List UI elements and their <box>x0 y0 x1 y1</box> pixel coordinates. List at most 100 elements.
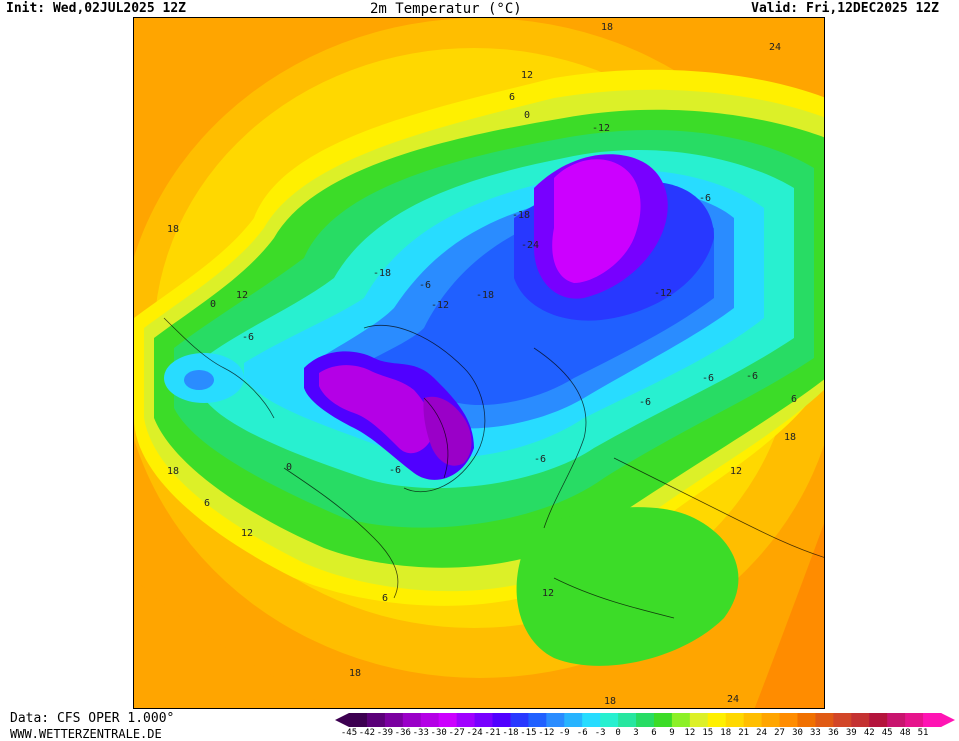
colorbar-right-arrow <box>941 713 955 727</box>
colorbar-swatch <box>474 713 494 727</box>
colorbar-tick-label: 33 <box>810 728 821 738</box>
colorbar-left-arrow <box>335 713 349 727</box>
contour-label: 12 <box>542 588 555 599</box>
contour-label: 12 <box>241 528 254 539</box>
colorbar-swatch <box>564 713 583 727</box>
colorbar-swatch <box>689 713 709 727</box>
colorbar-swatch <box>402 713 422 727</box>
colorbar-tick-label: -24 <box>466 728 483 738</box>
contour-label: 18 <box>349 668 362 679</box>
contour-label: 0 <box>210 299 217 310</box>
colorbar-swatch <box>707 713 727 727</box>
colorbar-tick-label: 12 <box>684 728 696 738</box>
colorbar-swatch <box>456 713 476 727</box>
colorbar-tick-label: -21 <box>484 728 501 738</box>
temperature-map: 18 24 12 6 0 -12 -18 -24 18 12 0 -6 -18 … <box>133 17 825 709</box>
colorbar-tick-label: 15 <box>702 728 714 738</box>
colorbar-tick-label: 39 <box>845 728 857 738</box>
colorbar-swatch <box>743 713 763 727</box>
colorbar-tick-label: 0 <box>615 728 621 738</box>
colorbar-tick-label: -30 <box>430 728 447 738</box>
contour-label: 12 <box>236 290 249 301</box>
colorbar-swatch <box>618 713 637 727</box>
contour-label: 12 <box>521 70 534 81</box>
contour-label: 0 <box>286 462 293 473</box>
colorbar-swatch <box>815 713 834 727</box>
colorbar-swatch <box>349 713 368 727</box>
colorbar-tick-label: -12 <box>538 728 555 738</box>
colorbar-tick-label: 27 <box>774 728 785 738</box>
colorbar-swatch <box>671 713 691 727</box>
colorbar-tick-label: 21 <box>738 728 750 738</box>
contour-label: 18 <box>167 466 180 477</box>
contour-label: -12 <box>592 123 611 134</box>
colorbar-swatch <box>761 713 781 727</box>
colorbar-swatch <box>546 713 565 727</box>
colorbar-tick-label: 51 <box>917 728 929 738</box>
colorbar-tick-label: 42 <box>863 728 875 738</box>
contour-label: 18 <box>784 432 797 443</box>
contour-label: 18 <box>167 224 180 235</box>
colorbar-swatch <box>492 713 511 727</box>
colorbar-tick-label: -42 <box>358 728 376 738</box>
colorbar-swatch <box>384 713 404 727</box>
colorbar-tick-label: -9 <box>558 728 570 738</box>
colorbar-tick-label: 3 <box>633 728 639 738</box>
colorbar-swatch <box>887 713 906 727</box>
contour-label: -6 <box>534 454 547 465</box>
colorbar-swatch <box>869 713 888 727</box>
contour-label: 18 <box>601 22 614 33</box>
contour-label: -6 <box>419 280 432 291</box>
contour-label: 12 <box>730 466 743 477</box>
contour-label: 18 <box>604 696 617 707</box>
contour-label: -12 <box>654 288 673 299</box>
valid-time: Valid: Fri,12DEC2025 12Z <box>751 1 939 16</box>
colorbar-tick-label: -36 <box>394 728 411 738</box>
temperature-field <box>134 18 824 708</box>
colorbar-swatch <box>420 713 440 727</box>
colorbar-swatch <box>725 713 745 727</box>
colorbar-swatch <box>510 713 529 727</box>
colorbar-tick-label: -18 <box>502 728 519 738</box>
contour-label: 6 <box>509 92 516 103</box>
colorbar-swatch <box>779 713 798 727</box>
contour-label: -6 <box>702 373 715 384</box>
contour-label: 6 <box>204 498 211 509</box>
contour-label: -24 <box>521 240 540 251</box>
colorbar-tick-label: 6 <box>651 728 657 738</box>
colorbar-swatch <box>438 713 458 727</box>
colorbar-tick-label: -33 <box>412 728 429 738</box>
contour-label: 0 <box>524 110 531 121</box>
colorbar-swatch <box>851 713 870 727</box>
contour-label: -18 <box>476 290 495 301</box>
contour-label: 6 <box>382 593 389 604</box>
website-label: WWW.WETTERZENTRALE.DE <box>10 727 162 741</box>
colorbar-tick-label: 30 <box>792 728 803 738</box>
contour-label: -6 <box>242 332 255 343</box>
colorbar-swatches <box>335 713 955 727</box>
contour-label: -6 <box>639 397 652 408</box>
colorbar-tick-label: -45 <box>340 728 358 738</box>
init-time: Init: Wed,02JUL2025 12Z <box>6 1 187 16</box>
contour-label: 6 <box>791 394 798 405</box>
colorbar-tick-label: 9 <box>669 728 675 738</box>
map-title: 2m Temperatur (°C) <box>370 1 522 17</box>
colorbar-swatch <box>582 713 601 727</box>
colorbar-swatch <box>653 713 673 727</box>
contour-label: -18 <box>373 268 392 279</box>
colorbar-tick-label: -3 <box>594 728 606 738</box>
contour-label: -12 <box>431 300 450 311</box>
colorbar-tick-label: -39 <box>376 728 394 738</box>
temperature-colorbar: -45 -42 -39 -36 -33 -30 -27 -24 -21 -18 -15 -12 -9 -6… <box>335 713 955 741</box>
colorbar-swatch <box>366 713 386 727</box>
colorbar-swatch <box>905 713 924 727</box>
contour-label: 24 <box>769 42 782 53</box>
colorbar-tick-label: 36 <box>827 728 839 738</box>
contour-label: -6 <box>746 371 759 382</box>
colorbar-tick-label: 24 <box>756 728 768 738</box>
contour-label: -6 <box>699 193 712 204</box>
colorbar-tick-label: 18 <box>720 728 732 738</box>
colorbar-swatch <box>797 713 816 727</box>
contour-label: 24 <box>727 694 740 705</box>
colorbar-swatch <box>636 713 655 727</box>
